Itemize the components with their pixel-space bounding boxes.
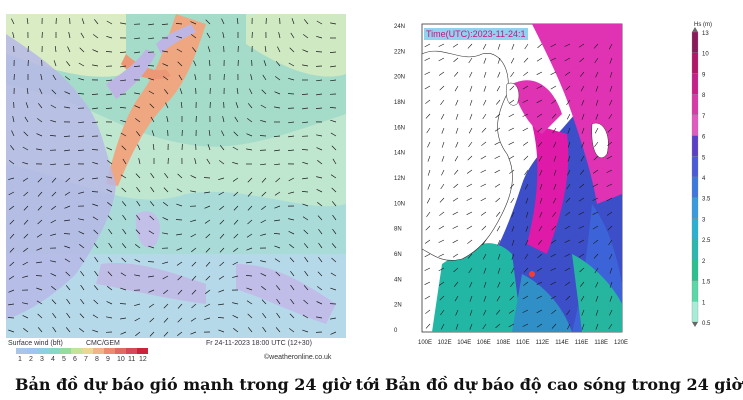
wind-scale-label: 1 bbox=[18, 356, 22, 363]
wave-height-map: Time(UTC):2023-11-24:1 24N 22N 20N 18N 16N 14… bbox=[392, 14, 638, 362]
wind-scale-label: 6 bbox=[73, 356, 77, 363]
latitude-label: 4N bbox=[394, 277, 402, 283]
longitude-label: 118E bbox=[594, 340, 608, 346]
colorbar-swatch bbox=[691, 31, 699, 53]
wind-scale-swatch bbox=[137, 348, 148, 354]
latitude-label: 22N bbox=[394, 49, 405, 55]
colorbar-swatch bbox=[691, 114, 699, 136]
longitude-label: 114E bbox=[555, 340, 569, 346]
colorbar-tick-label: 9 bbox=[702, 72, 706, 78]
wind-scale-swatch bbox=[16, 348, 27, 354]
wind-scale-swatch bbox=[93, 348, 104, 354]
colorbar-swatch bbox=[691, 93, 699, 116]
wind-scale: 1 2 3 4 5 6 7 8 9 10 11 12 bbox=[16, 348, 148, 363]
wave-map-caption: Bản đồ dự báo độ cao sóng trong 24 giờ t… bbox=[385, 375, 743, 394]
colorbar-swatch bbox=[691, 301, 699, 323]
wind-scale-label: 5 bbox=[62, 356, 66, 363]
longitude-label: 116E bbox=[575, 340, 589, 346]
colorbar-swatch bbox=[691, 52, 699, 74]
legend-title: Surface wind (bft) bbox=[8, 340, 63, 347]
wind-scale-label: 10 bbox=[117, 356, 125, 363]
colorbar-tick-label: 7 bbox=[702, 114, 706, 120]
latitude-label: 0 bbox=[394, 328, 398, 334]
latitude-label: 12N bbox=[394, 176, 405, 182]
longitude-label: 120E bbox=[614, 340, 628, 346]
colorbar-swatch bbox=[691, 280, 699, 302]
colorbar-tick-label: 6 bbox=[702, 135, 706, 141]
wind-scale-swatch bbox=[82, 348, 93, 354]
wind-scale-swatch bbox=[115, 348, 126, 354]
wind-map-caption: Bản đồ dự báo gió mạnh trong 24 giờ tới bbox=[15, 375, 380, 394]
colorbar-tick-label: 2 bbox=[702, 259, 706, 265]
wind-scale-swatch bbox=[126, 348, 137, 354]
wind-scale-label: 8 bbox=[95, 356, 99, 363]
longitude-label: 106E bbox=[477, 340, 491, 346]
latitude-label: 2N bbox=[394, 303, 402, 309]
longitude-labels: 100E 102E 104E 106E 108E 110E 112E 114E 116E 118E… bbox=[418, 340, 628, 346]
asia-landmass bbox=[6, 34, 116, 319]
wave-colorbar: Hs (m) 13 10 9 8 7 6 5 4 3.5 3 2.5 2 1.5 1 0.5 bbox=[691, 22, 712, 327]
colorbar-swatch bbox=[691, 218, 699, 240]
longitude-label: 112E bbox=[536, 340, 550, 346]
colorbar-tick-label: 1 bbox=[702, 300, 706, 306]
latitude-label: 14N bbox=[394, 151, 405, 157]
longitude-label: 100E bbox=[418, 340, 432, 346]
colorbar-tick-label: 10 bbox=[702, 52, 709, 58]
wave-vectors bbox=[424, 43, 613, 330]
time-label: Time(UTC):2023-11-24:1 bbox=[426, 29, 526, 39]
latitude-label: 6N bbox=[394, 252, 402, 258]
colorbar-tick-label: 2.5 bbox=[702, 238, 711, 244]
latitude-labels: 24N 22N 20N 18N 16N 14N 12N 10N 8N 6N 4N 2N 0 bbox=[394, 24, 405, 334]
wind-scale-label: 2 bbox=[29, 356, 33, 363]
colorbar-swatch bbox=[691, 176, 699, 198]
longitude-label: 104E bbox=[457, 340, 471, 346]
colorbar-title: Hs (m) bbox=[694, 22, 712, 28]
indochina-landmass bbox=[421, 50, 513, 261]
wind-scale-label: 4 bbox=[51, 356, 55, 363]
typhoon-marker-icon bbox=[529, 271, 535, 277]
wind-scale-label: 7 bbox=[84, 356, 88, 363]
wind-scale-swatch bbox=[104, 348, 115, 354]
colorbar-tick-label: 5 bbox=[702, 155, 706, 161]
colorbar-tick-label: 3.5 bbox=[702, 197, 711, 203]
colorbar-tick-label: 4 bbox=[702, 176, 706, 182]
legend-source: CMC/GEM bbox=[86, 340, 120, 347]
colorbar-swatch bbox=[691, 259, 699, 281]
latitude-label: 10N bbox=[394, 201, 405, 207]
wind-scale-swatch bbox=[38, 348, 49, 354]
colorbar-tick-label: 13 bbox=[702, 31, 709, 37]
legend-site: ©weatheronline.co.uk bbox=[264, 353, 332, 361]
wind-scale-label: 12 bbox=[139, 356, 147, 363]
colorbar-swatch bbox=[691, 238, 699, 261]
colorbar-swatch bbox=[691, 135, 699, 157]
colorbar-tick-label: 0.5 bbox=[702, 321, 711, 327]
wind-forecast-map bbox=[6, 14, 346, 338]
longitude-label: 108E bbox=[496, 340, 510, 346]
wind-vectors bbox=[7, 17, 337, 337]
colorbar-swatch bbox=[691, 156, 699, 178]
latitude-label: 8N bbox=[394, 227, 402, 233]
wind-scale-swatch bbox=[27, 348, 38, 354]
legend-time: Fr 24-11-2023 18:00 UTC (12+30) bbox=[206, 340, 312, 347]
wind-scale-label: 11 bbox=[128, 356, 135, 363]
longitude-label: 102E bbox=[438, 340, 452, 346]
latitude-label: 20N bbox=[394, 75, 405, 81]
wind-legend: Surface wind (bft) CMC/GEM Fr 24-11-2023… bbox=[8, 340, 332, 363]
latitude-label: 24N bbox=[394, 24, 405, 30]
colorbar-tick-label: 1.5 bbox=[702, 280, 711, 286]
wind-scale-swatch bbox=[71, 348, 82, 354]
latitude-label: 18N bbox=[394, 100, 405, 106]
colorbar-swatch bbox=[691, 73, 699, 95]
wind-scale-label: 9 bbox=[106, 356, 110, 363]
wind-scale-swatch bbox=[49, 348, 60, 354]
wind-scale-swatch bbox=[60, 348, 71, 354]
colorbar-tick-label: 3 bbox=[702, 217, 706, 223]
latitude-label: 16N bbox=[394, 125, 405, 131]
colorbar-tick-label: 8 bbox=[702, 93, 706, 99]
longitude-label: 110E bbox=[516, 340, 530, 346]
wind-scale-label: 3 bbox=[40, 356, 44, 363]
time-label-box bbox=[424, 28, 528, 40]
colorbar-swatch bbox=[691, 197, 699, 219]
